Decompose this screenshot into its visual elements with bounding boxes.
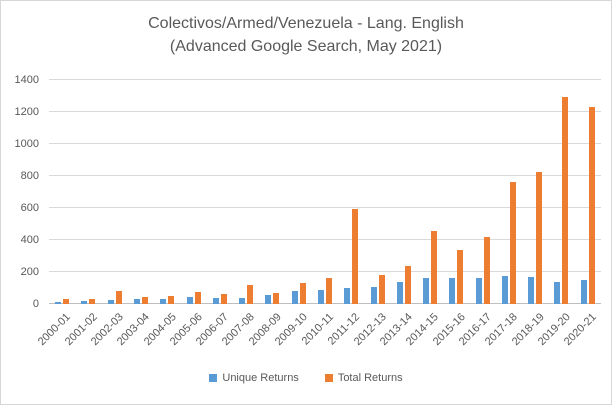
bar-total-returns-2009-10 — [299, 282, 306, 304]
bar-total-returns-2019-20 — [562, 96, 569, 304]
plot-area — [49, 79, 601, 304]
bar-total-returns-2017-18 — [509, 181, 516, 304]
bar-unique-returns-2013-14 — [396, 282, 403, 304]
bar-unique-returns-2017-18 — [501, 276, 508, 304]
x-axis-line — [49, 303, 601, 304]
bar-group-2003-04 — [128, 80, 154, 304]
bar-total-returns-2013-14 — [404, 265, 411, 304]
bar-total-returns-2004-05 — [168, 296, 175, 304]
legend-label: Total Returns — [337, 372, 403, 384]
bar-group-2001-02 — [75, 80, 101, 304]
bar-group-2016-17 — [470, 80, 496, 304]
bar-total-returns-2018-19 — [536, 172, 543, 304]
y-tick-label: 0 — [32, 298, 39, 310]
bar-group-2010-11 — [312, 80, 338, 304]
bar-unique-returns-2016-17 — [475, 277, 482, 304]
bars — [49, 80, 601, 304]
gridline — [49, 111, 601, 112]
bar-group-2006-07 — [207, 80, 233, 304]
bar-group-2005-06 — [180, 80, 206, 304]
gridline — [49, 175, 601, 176]
bar-unique-returns-2014-15 — [423, 277, 430, 304]
y-tick-label: 600 — [20, 202, 39, 214]
gridline — [49, 207, 601, 208]
bar-unique-returns-2004-05 — [160, 298, 167, 304]
bar-unique-returns-2018-19 — [528, 277, 535, 304]
bar-group-2009-10 — [286, 80, 312, 304]
legend: Unique Returns Total Returns — [1, 372, 611, 384]
bar-total-returns-2001-02 — [89, 298, 96, 304]
bar-total-returns-2015-16 — [457, 250, 464, 304]
y-tick-label: 400 — [20, 234, 39, 246]
bar-unique-returns-2000-01 — [55, 301, 62, 304]
bar-total-returns-2011-12 — [352, 209, 359, 304]
bar-unique-returns-2009-10 — [291, 291, 298, 304]
chart-title-line2: (Advanced Google Search, May 2021) — [169, 38, 443, 55]
bar-unique-returns-2006-07 — [212, 297, 219, 304]
y-tick-label: 200 — [20, 266, 39, 278]
bar-total-returns-2020-21 — [588, 107, 595, 304]
bar-unique-returns-2012-13 — [370, 286, 377, 304]
bar-total-returns-2007-08 — [247, 284, 254, 304]
bar-unique-returns-2001-02 — [81, 300, 88, 304]
bar-group-2017-18 — [496, 80, 522, 304]
gridline — [49, 79, 601, 80]
bar-group-2007-08 — [233, 80, 259, 304]
bar-unique-returns-2008-09 — [265, 294, 272, 304]
y-tick-label: 1000 — [14, 138, 39, 150]
bar-unique-returns-2011-12 — [344, 288, 351, 304]
bar-group-2004-05 — [154, 80, 180, 304]
bar-total-returns-2014-15 — [431, 231, 438, 304]
y-tick-label: 800 — [20, 170, 39, 182]
bar-unique-returns-2010-11 — [317, 290, 324, 304]
bar-unique-returns-2007-08 — [239, 297, 246, 304]
bar-group-2018-19 — [522, 80, 548, 304]
bar-total-returns-2003-04 — [141, 296, 148, 304]
bar-total-returns-2012-13 — [378, 275, 385, 304]
legend-swatch — [209, 374, 218, 382]
chart-title: Colectivos/Armed/Venezuela - Lang. Engli… — [1, 12, 611, 58]
bar-total-returns-2000-01 — [63, 299, 70, 304]
legend-item-total-returns: Total Returns — [324, 372, 403, 384]
bar-group-2013-14 — [391, 80, 417, 304]
bar-unique-returns-2020-21 — [580, 280, 587, 304]
bar-unique-returns-2002-03 — [107, 299, 114, 304]
bar-unique-returns-2019-20 — [554, 281, 561, 304]
y-tick-label: 1200 — [14, 106, 39, 118]
bar-total-returns-2005-06 — [194, 292, 201, 304]
bar-group-2019-20 — [548, 80, 574, 304]
bar-group-2002-03 — [102, 80, 128, 304]
bar-group-2020-21 — [575, 80, 601, 304]
bar-total-returns-2008-09 — [273, 292, 280, 304]
bar-group-2000-01 — [49, 80, 75, 304]
legend-swatch — [324, 374, 333, 382]
bar-group-2015-16 — [443, 80, 469, 304]
bar-unique-returns-2003-04 — [133, 298, 140, 304]
bar-total-returns-2016-17 — [483, 236, 490, 304]
legend-label: Unique Returns — [222, 372, 299, 384]
y-axis: 0 200 400 600 800 1000 1200 1400 — [1, 74, 45, 310]
gridline — [49, 239, 601, 240]
x-axis: 2000-01 2001-02 2002-03 2003-04 2004-05 2005-… — [36, 307, 601, 369]
gridline — [49, 143, 601, 144]
bar-unique-returns-2015-16 — [449, 278, 456, 304]
y-tick-label: 1400 — [14, 74, 39, 86]
chart-title-line1: Colectivos/Armed/Venezuela - Lang. Engli… — [148, 15, 464, 32]
bar-unique-returns-2005-06 — [186, 297, 193, 304]
bar-total-returns-2006-07 — [220, 294, 227, 304]
bar-group-2014-15 — [417, 80, 443, 304]
bar-total-returns-2010-11 — [325, 278, 332, 304]
bar-group-2012-13 — [364, 80, 390, 304]
bar-group-2008-09 — [259, 80, 285, 304]
gridline — [49, 271, 601, 272]
legend-item-unique-returns: Unique Returns — [209, 372, 299, 384]
bar-total-returns-2002-03 — [115, 290, 122, 304]
bar-group-2011-12 — [338, 80, 364, 304]
